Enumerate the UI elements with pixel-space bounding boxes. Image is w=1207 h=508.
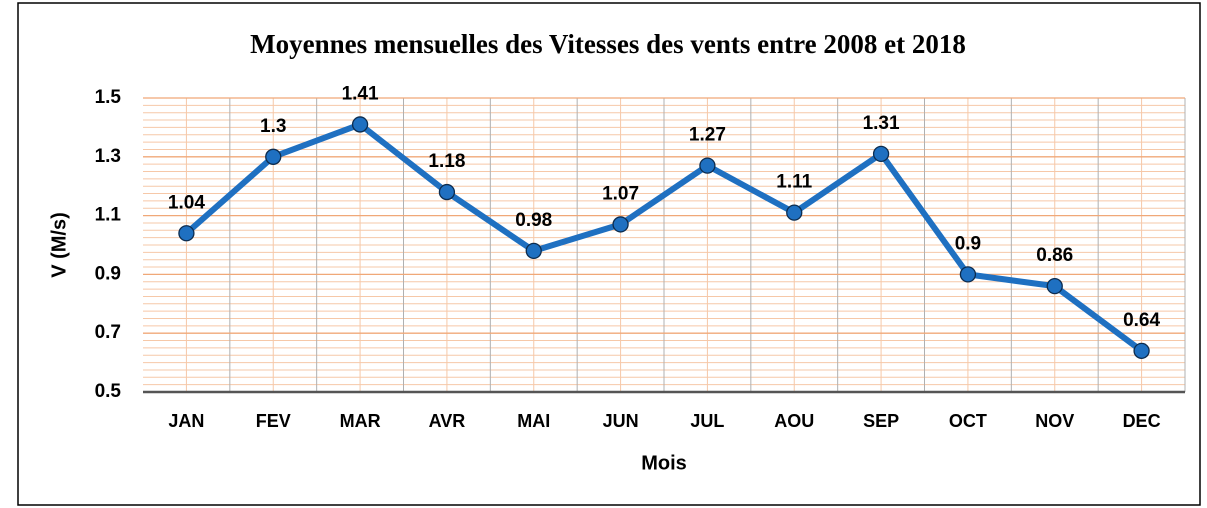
y-tick-label: 1.1 (95, 205, 122, 226)
x-tick-label: AVR (429, 411, 466, 431)
data-point (438, 183, 456, 201)
data-point (786, 204, 803, 221)
data-label: 0.9 (955, 233, 981, 254)
data-label: 1.31 (863, 113, 900, 134)
data-point (178, 225, 195, 242)
x-tick-label: AOU (774, 411, 814, 431)
x-tick-label: JAN (168, 411, 204, 431)
y-tick-label: 0.5 (95, 381, 122, 402)
x-tick-label: MAR (340, 411, 381, 431)
data-line (184, 121, 1144, 354)
y-tick-label: 1.3 (95, 146, 121, 167)
data-label: 1.27 (689, 125, 726, 146)
chart-title: Moyennes mensuelles des Vitesses des ven… (250, 29, 966, 59)
data-point (872, 145, 890, 163)
x-tick-label: DEC (1123, 411, 1161, 431)
data-point (525, 242, 542, 260)
data-point (1133, 342, 1150, 359)
x-tick-label: NOV (1035, 411, 1074, 431)
x-tick-label: SEP (863, 411, 899, 431)
x-tick-label: JUN (603, 411, 639, 431)
data-point (699, 157, 716, 174)
data-label: 1.3 (260, 116, 286, 137)
data-label: 1.11 (776, 172, 812, 193)
x-tick-label: OCT (949, 411, 987, 431)
y-tick-label: 0.7 (95, 322, 121, 343)
y-tick-label: 0.9 (95, 263, 121, 284)
data-label: 0.98 (515, 210, 552, 231)
data-point (612, 216, 629, 233)
data-point (265, 148, 282, 165)
data-label: 1.07 (602, 183, 639, 204)
data-label: 1.04 (168, 192, 205, 213)
data-point (959, 266, 977, 283)
x-axis-label: Mois (641, 452, 687, 474)
data-label: 1.18 (428, 151, 465, 172)
data-label: 1.41 (342, 83, 379, 104)
x-tick-label: MAI (517, 411, 550, 431)
data-label: 0.64 (1123, 310, 1160, 331)
y-tick-label: 1.5 (95, 87, 122, 108)
x-tick-label: FEV (256, 411, 291, 431)
chart-frame (17, 2, 1201, 506)
y-axis-label: V (M/s) (48, 212, 70, 278)
data-label: 0.86 (1036, 245, 1073, 266)
data-point (1046, 278, 1063, 295)
data-point (351, 116, 369, 133)
x-tick-label: JUL (690, 411, 724, 431)
